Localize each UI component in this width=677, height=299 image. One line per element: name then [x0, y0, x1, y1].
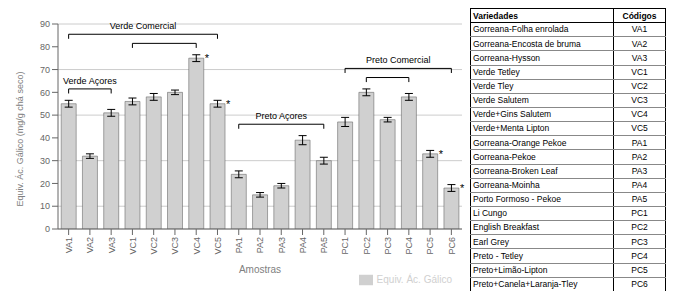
html-text:PA3: PA3 [631, 165, 648, 176]
svg-text:VC1: VC1 [128, 237, 138, 255]
svg-text:20: 20 [40, 179, 50, 189]
svg-text:70: 70 [40, 65, 50, 75]
html-text:English Breakfast: English Breakfast [473, 222, 540, 233]
svg-text:PC2: PC2 [362, 237, 372, 255]
svg-text:VC2: VC2 [149, 237, 159, 255]
svg-text:Verde Comercial: Verde Comercial [110, 21, 177, 31]
svg-text:Equiv. Ác. Gálico (mg/g chá se: Equiv. Ác. Gálico (mg/g chá seco) [15, 72, 25, 207]
html-text:VA2: VA2 [631, 38, 648, 49]
svg-text:60: 60 [40, 88, 50, 98]
svg-text:VC4: VC4 [192, 237, 202, 255]
html-text:Li Cungo: Li Cungo [473, 208, 507, 219]
svg-text:90: 90 [40, 19, 50, 29]
html-text:PC5: PC5 [631, 264, 648, 275]
svg-text:PA4: PA4 [298, 237, 308, 253]
html-text:Verde Salutem: Verde Salutem [473, 95, 529, 106]
svg-text:0: 0 [45, 224, 50, 234]
html-text:PC3: PC3 [631, 236, 648, 247]
html-text:VC2: VC2 [631, 81, 648, 91]
html-text:VA1: VA1 [631, 24, 648, 35]
html-text:Preto+Limão-Lipton: Preto+Limão-Lipton [473, 264, 548, 275]
html-text:PC1: PC1 [631, 208, 648, 219]
svg-text:80: 80 [40, 42, 50, 52]
svg-text:VA1: VA1 [64, 237, 74, 253]
html-text:Verde Tetley: Verde Tetley [473, 66, 520, 77]
html-text:PA4: PA4 [631, 180, 648, 190]
svg-text:30: 30 [40, 156, 50, 166]
svg-text:VC5: VC5 [213, 237, 223, 255]
html-text:Códigos: Códigos [622, 10, 657, 21]
html-text:VC4: VC4 [631, 109, 648, 120]
svg-text:Preto Açores: Preto Açores [255, 111, 307, 121]
html-text:Equiv. Ác. Gálico: Equiv. Ác. Gálico [376, 273, 452, 285]
svg-text:PA5: PA5 [319, 237, 329, 253]
html-text:Gorreana-Broken Leaf: Gorreana-Broken Leaf [473, 165, 558, 176]
svg-text:PA3: PA3 [277, 237, 287, 253]
html-text:VA3: VA3 [631, 52, 648, 63]
html-text:PC2: PC2 [631, 222, 648, 233]
html-text:Verde+Gins Salutem: Verde+Gins Salutem [473, 109, 552, 120]
svg-text:Verde Açores: Verde Açores [63, 76, 117, 86]
html-text:PA2: PA2 [631, 151, 648, 162]
html-text:Gorreana-Hysson: Gorreana-Hysson [473, 52, 541, 63]
html-text:Gorreana-Pekoe: Gorreana-Pekoe [473, 151, 536, 162]
html-text:Variedades: Variedades [473, 10, 518, 21]
svg-text:*: * [226, 98, 231, 110]
html-text:PC6: PC6 [631, 279, 648, 289]
svg-text:*: * [205, 52, 210, 64]
html-text:PC4: PC4 [631, 250, 648, 261]
html-text:PA5: PA5 [631, 194, 648, 205]
html-text:Verde Tley: Verde Tley [473, 81, 514, 91]
svg-text:PC3: PC3 [383, 237, 393, 255]
html-text:Gorreana-Encosta de bruma: Gorreana-Encosta de bruma [473, 38, 581, 49]
html-text:Gorreana-Folha enrolada: Gorreana-Folha enrolada [473, 24, 569, 35]
svg-text:VC3: VC3 [170, 237, 180, 255]
html-text:Gorreana-Orange Pekoe: Gorreana-Orange Pekoe [473, 137, 567, 148]
svg-text:VA2: VA2 [85, 237, 95, 253]
html-text:Preto - Tetley: Preto - Tetley [473, 250, 523, 261]
html-text:Porto Formoso - Pekoe: Porto Formoso - Pekoe [473, 194, 561, 205]
svg-text:*: * [460, 182, 465, 194]
svg-text:10: 10 [40, 201, 50, 211]
svg-text:PC4: PC4 [404, 237, 414, 255]
html-text:PA1: PA1 [631, 137, 648, 148]
html-text:Earl Grey: Earl Grey [473, 236, 509, 247]
svg-text:PC6: PC6 [447, 237, 457, 255]
svg-text:*: * [439, 148, 444, 160]
html-text:Preto+Canela+Laranja-Tley: Preto+Canela+Laranja-Tley [473, 279, 578, 289]
svg-text:PC1: PC1 [340, 237, 350, 255]
svg-text:Preto Comercial: Preto Comercial [366, 55, 431, 65]
svg-text:PC5: PC5 [425, 237, 435, 255]
html-text:VC3: VC3 [631, 95, 648, 106]
html-text:Gorreana-Moinha: Gorreana-Moinha [473, 180, 540, 190]
svg-text:PA2: PA2 [255, 237, 265, 253]
svg-text:VA3: VA3 [107, 237, 117, 253]
html-text:VC5: VC5 [631, 123, 648, 134]
html-text:VC1: VC1 [631, 66, 648, 77]
svg-text:40: 40 [40, 133, 50, 143]
html-text:Verde+Menta Lipton: Verde+Menta Lipton [473, 123, 550, 134]
svg-text:Amostras: Amostras [239, 264, 281, 275]
svg-text:PA1: PA1 [234, 237, 244, 253]
svg-text:50: 50 [40, 110, 50, 120]
